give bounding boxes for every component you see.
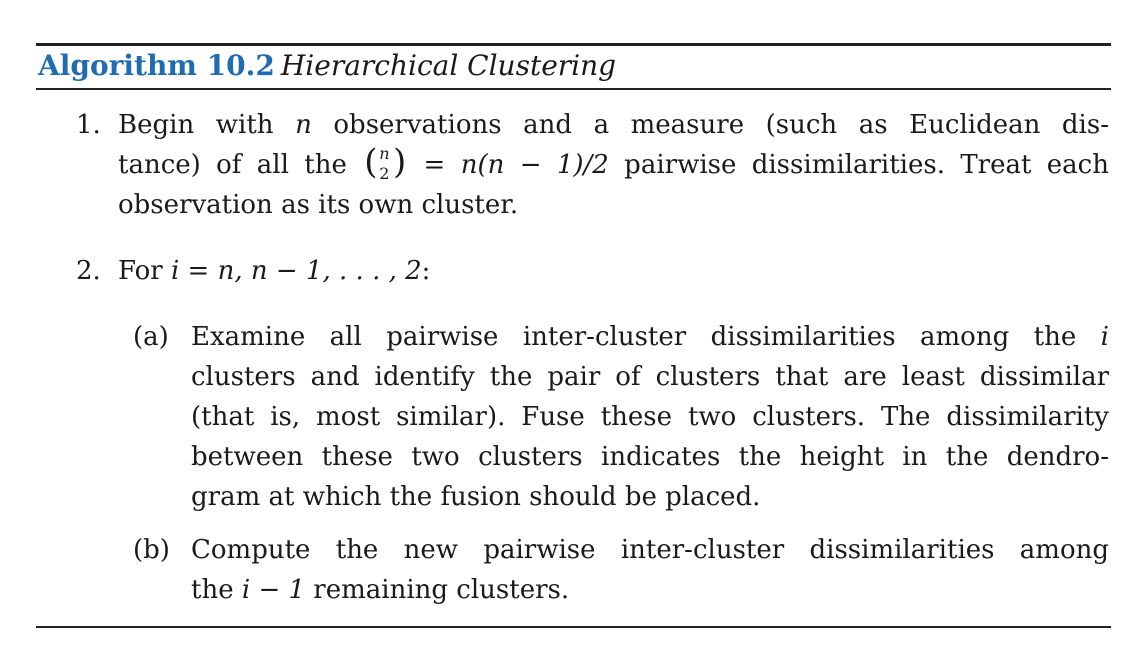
step-2-line: For i = n, n − 1, . . . , 2: <box>118 256 431 286</box>
substep-b-line-2: the i − 1 remaining clusters. <box>191 575 570 605</box>
algorithm-label: Algorithm 10.2 <box>38 49 275 82</box>
substep-a-line-3: (that is, most similar). Fuse these two … <box>191 402 1109 432</box>
binomial-coefficient: (n 2) <box>364 142 407 183</box>
substep-a-line-4: between these two clusters indicates the… <box>191 442 1109 472</box>
step-1-number: 1. <box>76 110 101 140</box>
substep-a-line-1: Examine all pairwise inter-cluster dissi… <box>191 322 1109 352</box>
algorithm-name: Hierarchical Clustering <box>280 49 617 82</box>
step-2-number: 2. <box>76 256 101 286</box>
algorithm-header: Algorithm 10.2 Hierarchical Clustering <box>38 46 616 86</box>
substep-a-label: (a) <box>133 322 169 352</box>
step-1-line-2: tance) of all the (n 2) = n(n − 1)/2 pair… <box>118 142 1109 183</box>
header-rule <box>36 88 1111 90</box>
step-1-line-3: observation as its own cluster. <box>118 190 519 220</box>
step-1-line-1: Begin with n observations and a measure … <box>118 110 1109 140</box>
substep-a-line-5: gram at which the fusion should be place… <box>191 482 761 512</box>
substep-a-line-2: clusters and identify the pair of cluste… <box>191 362 1109 392</box>
bottom-rule <box>36 626 1111 628</box>
top-rule <box>36 43 1111 46</box>
substep-b-line-1: Compute the new pairwise inter-cluster d… <box>191 535 1109 565</box>
substep-b-label: (b) <box>133 535 170 565</box>
